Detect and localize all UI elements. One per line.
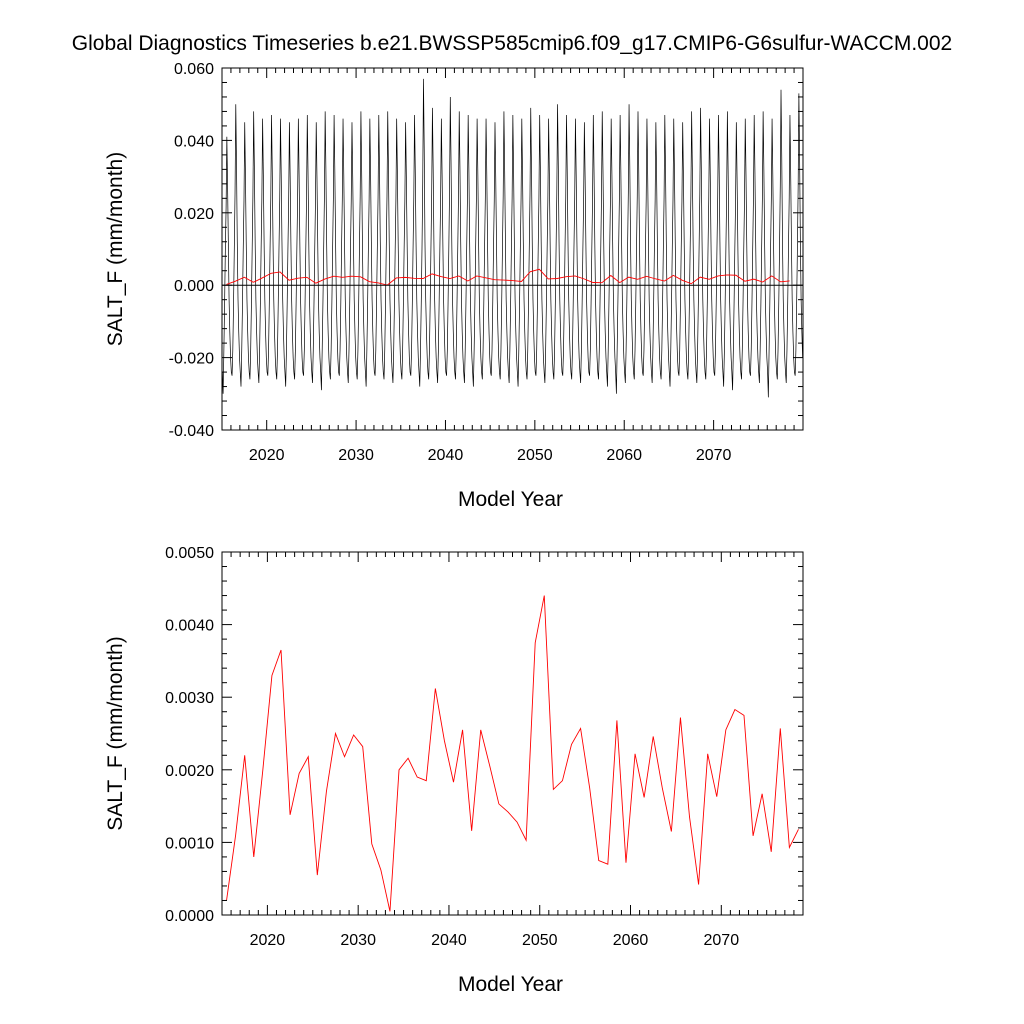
y-axis-label: SALT_F (mm/month) bbox=[104, 152, 127, 346]
y-tick-label: 0.0010 bbox=[165, 835, 214, 852]
annual-series-line bbox=[226, 268, 790, 286]
top-panel: 2020 2030 2040 2050 2060 2070 -0.040 -0.020 0.00… bbox=[104, 61, 804, 511]
x-axis-label: Model Year bbox=[458, 488, 563, 511]
plot-frame bbox=[221, 551, 804, 916]
y-tick-label: -0.040 bbox=[169, 423, 214, 440]
x-tick-label: 2060 bbox=[606, 447, 642, 464]
y-axis-label: SALT_F (mm/month) bbox=[104, 636, 127, 830]
y-tick-label: 0.040 bbox=[174, 133, 214, 150]
x-tick-label: 2030 bbox=[340, 932, 376, 949]
x-tick-label: 2020 bbox=[250, 932, 286, 949]
x-tick-label: 2060 bbox=[613, 932, 649, 949]
x-tick-label: 2070 bbox=[704, 932, 740, 949]
x-axis-label: Model Year bbox=[458, 973, 563, 996]
x-tick-label: 2070 bbox=[696, 447, 732, 464]
y-tick-label: 0.020 bbox=[174, 206, 214, 223]
x-tick-label: 2040 bbox=[428, 447, 464, 464]
bottom-panel: 2020 2030 2040 2050 2060 2070 0.0000 0.0010 0.00… bbox=[104, 545, 804, 996]
y-tick-label: 0.0020 bbox=[165, 763, 214, 780]
y-tick-label: 0.000 bbox=[174, 278, 214, 295]
page-title: Global Diagnostics Timeseries b.e21.BWSS… bbox=[71, 32, 953, 55]
monthly-series-line bbox=[222, 78, 803, 398]
annual-series-line bbox=[226, 595, 799, 912]
x-tick-label: 2050 bbox=[517, 447, 553, 464]
plot-frame bbox=[221, 67, 804, 431]
x-tick-label: 2030 bbox=[338, 447, 374, 464]
y-tick-label: 0.0050 bbox=[165, 545, 214, 562]
y-tick-label: 0.060 bbox=[174, 61, 214, 78]
x-tick-label: 2040 bbox=[431, 932, 467, 949]
x-tick-label: 2020 bbox=[249, 447, 285, 464]
y-tick-label: 0.0030 bbox=[165, 690, 214, 707]
y-tick-label: 0.0040 bbox=[165, 618, 214, 635]
y-tick-label: 0.0000 bbox=[165, 908, 214, 925]
y-tick-label: -0.020 bbox=[169, 351, 214, 368]
x-tick-label: 2050 bbox=[522, 932, 558, 949]
